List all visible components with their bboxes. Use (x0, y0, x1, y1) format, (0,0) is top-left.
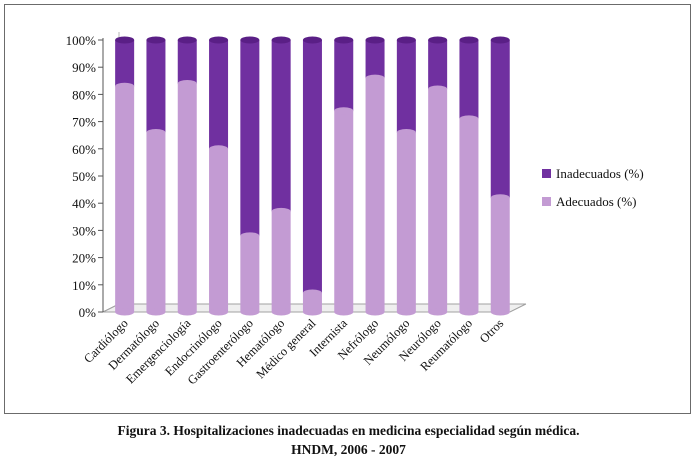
legend-label-inadecuados: Inadecuados (%) (556, 166, 644, 181)
bar-adecuados (209, 148, 229, 312)
bar-segment-boundary (490, 194, 510, 202)
bar-bottom-cap (146, 308, 166, 316)
chart-frame: 0% 10% 20% 30% 40% 50% 60% 70% 80% 90% 100% Cardiól… (4, 4, 691, 414)
bar-adecuados (271, 211, 291, 312)
bar-bottom-cap (271, 308, 291, 316)
bar-bottom-cap (334, 308, 354, 316)
bar-segment-boundary (271, 207, 291, 215)
figure-caption-title: Figura 3. Hospitalizaciones inadecuadas … (117, 423, 580, 438)
y-tick-label: 0% (79, 305, 97, 320)
bar-inadecuados (334, 40, 354, 111)
y-tick-label: 40% (72, 196, 96, 211)
bar-segment-boundary (365, 74, 385, 82)
x-tick-label-otros: Otros (477, 316, 507, 346)
bar-inadecuados (365, 40, 385, 79)
bar-top-cap (490, 36, 510, 44)
bar-top-cap (459, 36, 479, 44)
bar-inadecuados (177, 40, 197, 84)
bar-adecuados (428, 88, 448, 313)
bar-segment-boundary (209, 145, 229, 153)
bar-adecuados (115, 86, 135, 313)
bar-segment-boundary (459, 115, 479, 123)
bar-inadecuados (396, 40, 416, 133)
bar-bottom-cap (240, 308, 260, 316)
bar-top-cap (115, 36, 135, 44)
bar-adecuados (302, 292, 322, 312)
bar-top-cap (240, 36, 260, 44)
bar-top-cap (271, 36, 291, 44)
bar-bottom-cap (396, 308, 416, 316)
bar-segment-boundary (334, 107, 354, 115)
bar-inadecuados (146, 40, 166, 133)
bar-segment-boundary (146, 128, 166, 136)
bar-segment-boundary (115, 82, 135, 90)
bar-segment-boundary (396, 128, 416, 136)
y-tick-label: 100% (66, 33, 97, 48)
legend-swatch-inadecuados (542, 169, 551, 178)
bar-segment-boundary (177, 80, 197, 88)
bar-top-cap (365, 36, 385, 44)
bar-segment-boundary (428, 85, 448, 93)
y-tick-label: 70% (72, 115, 96, 130)
bar-inadecuados (459, 40, 479, 119)
y-tick-label: 80% (72, 87, 96, 102)
y-tick-label: 60% (72, 142, 96, 157)
bar-bottom-cap (365, 308, 385, 316)
bar-top-cap (428, 36, 448, 44)
bar-bottom-cap (428, 308, 448, 316)
bar-top-cap (146, 36, 166, 44)
bar-top-cap (334, 36, 354, 44)
y-tick-label: 90% (72, 60, 96, 75)
bar-top-cap (302, 36, 322, 44)
bar-adecuados (396, 132, 416, 312)
bar-adecuados (240, 235, 260, 312)
bar-inadecuados (302, 40, 322, 293)
bar-adecuados (490, 197, 510, 312)
bar-adecuados (146, 132, 166, 312)
y-tick-label: 20% (72, 251, 96, 266)
bar-segment-boundary (302, 289, 322, 297)
y-tick-label: 10% (72, 278, 96, 293)
y-tick-label: 50% (72, 169, 96, 184)
bar-inadecuados (209, 40, 229, 149)
bar-adecuados (365, 78, 385, 312)
legend-swatch-adecuados (542, 197, 551, 206)
y-tick-label: 30% (72, 223, 96, 238)
bar-adecuados (177, 83, 197, 313)
bar-inadecuados (271, 40, 291, 212)
bar-inadecuados (428, 40, 448, 89)
bar-adecuados (459, 118, 479, 312)
bar-top-cap (396, 36, 416, 44)
bar-bottom-cap (302, 308, 322, 316)
bar-inadecuados (115, 40, 135, 87)
figure-caption-subtitle: HNDM, 2006 - 2007 (291, 442, 406, 457)
stacked-bar-chart: 0%10%20%30%40%50%60%70%80%90%100%Cardiól… (66, 32, 644, 387)
bar-bottom-cap (177, 308, 197, 316)
bar-top-cap (177, 36, 197, 44)
bar-adecuados (334, 110, 354, 312)
bar-segment-boundary (240, 232, 260, 240)
legend-label-adecuados: Adecuados (%) (556, 194, 637, 209)
bar-bottom-cap (209, 308, 229, 316)
bar-bottom-cap (490, 308, 510, 316)
bar-inadecuados (240, 40, 260, 236)
bar-bottom-cap (459, 308, 479, 316)
bar-bottom-cap (115, 308, 135, 316)
bar-top-cap (209, 36, 229, 44)
bar-inadecuados (490, 40, 510, 198)
